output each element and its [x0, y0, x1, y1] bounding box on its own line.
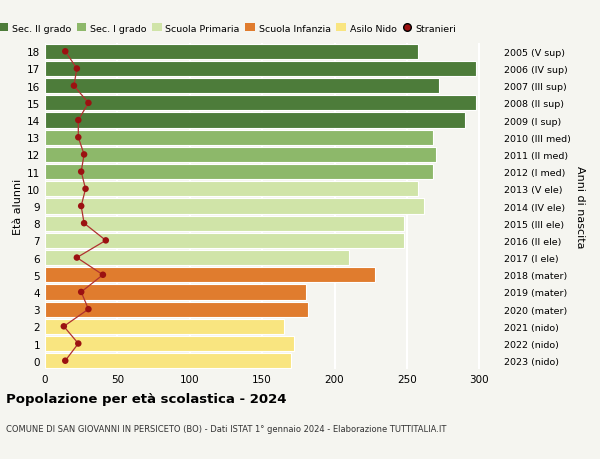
Bar [45, 199, 424, 214]
Legend: Sec. II grado, Sec. I grado, Scuola Primaria, Scuola Infanzia, Asilo Nido, Stran: Sec. II grado, Sec. I grado, Scuola Prim… [0, 21, 460, 37]
Point [76, 203, 86, 210]
Point [72, 66, 82, 73]
Bar [45, 233, 404, 248]
Bar [45, 113, 465, 129]
Bar [45, 268, 375, 283]
Bar [45, 96, 476, 111]
Bar [45, 182, 418, 197]
Point [83, 306, 93, 313]
Point [81, 186, 91, 193]
Point [98, 271, 108, 279]
Bar [45, 319, 284, 334]
Point [69, 83, 79, 90]
Bar [45, 302, 308, 317]
Point [79, 220, 89, 227]
Point [73, 340, 83, 347]
Point [73, 117, 83, 124]
Text: COMUNE DI SAN GIOVANNI IN PERSICETO (BO) - Dati ISTAT 1° gennaio 2024 - Elaboraz: COMUNE DI SAN GIOVANNI IN PERSICETO (BO)… [6, 425, 446, 434]
Point [76, 289, 86, 296]
Bar [45, 79, 439, 94]
Point [72, 254, 82, 262]
Bar [45, 353, 291, 369]
Point [101, 237, 110, 245]
Bar [45, 336, 294, 351]
Bar [45, 165, 433, 180]
Bar [45, 216, 404, 231]
Point [76, 168, 86, 176]
Bar [45, 251, 349, 266]
Bar [45, 147, 436, 162]
Bar [45, 130, 433, 146]
Point [73, 134, 83, 142]
Y-axis label: Età alunni: Età alunni [13, 179, 23, 235]
Bar [45, 45, 418, 60]
Bar [45, 285, 305, 300]
Point [61, 49, 70, 56]
Bar [45, 62, 476, 77]
Point [61, 357, 70, 364]
Point [83, 100, 93, 107]
Point [79, 151, 89, 159]
Y-axis label: Anni di nascita: Anni di nascita [575, 165, 584, 248]
Text: Popolazione per età scolastica - 2024: Popolazione per età scolastica - 2024 [6, 392, 287, 405]
Point [59, 323, 68, 330]
